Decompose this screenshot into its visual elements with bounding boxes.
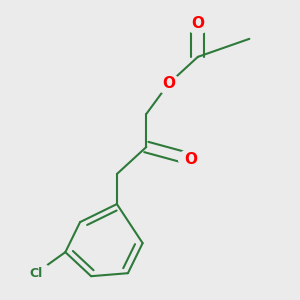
Text: O: O	[162, 76, 175, 92]
Text: O: O	[184, 152, 197, 166]
Circle shape	[178, 149, 203, 169]
Text: O: O	[191, 16, 204, 31]
Text: Cl: Cl	[29, 267, 43, 280]
Circle shape	[186, 14, 210, 34]
Circle shape	[22, 262, 50, 285]
Circle shape	[156, 74, 180, 94]
